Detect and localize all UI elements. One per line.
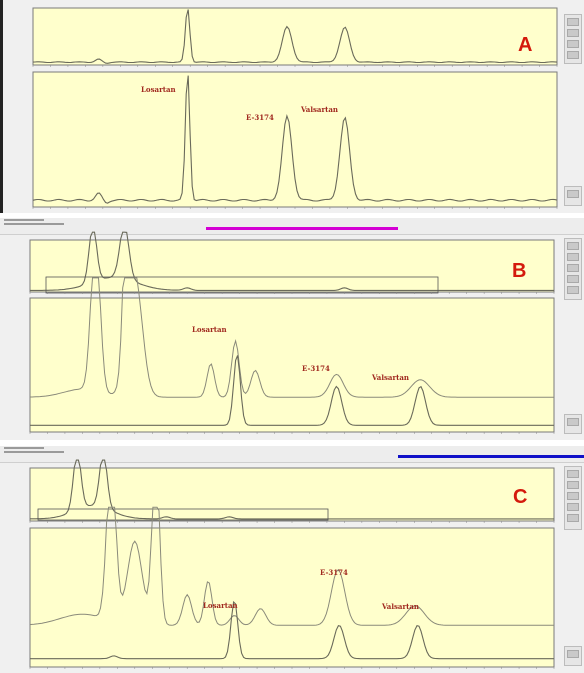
peak-label-valsartan: Valsartan bbox=[300, 105, 338, 114]
progress-line-c bbox=[398, 455, 584, 458]
toolbar-c bbox=[0, 446, 584, 463]
peak-label-valsartan: Valsartan bbox=[371, 373, 409, 382]
chromatogram-line bbox=[32, 9, 558, 64]
overview-trace-a bbox=[32, 9, 558, 64]
peak-label-losartan: Losartan bbox=[141, 85, 176, 94]
chromatogram-line bbox=[32, 75, 558, 204]
overview-line bbox=[30, 459, 554, 520]
main-plot-b bbox=[29, 297, 555, 433]
scroll-button-b[interactable] bbox=[564, 414, 582, 434]
axis-ticks-b bbox=[29, 292, 555, 434]
peak-label-valsartan: Valsartan bbox=[381, 602, 419, 611]
panel-letter-a: A bbox=[518, 34, 532, 56]
axis-ticks-a bbox=[32, 65, 558, 209]
panel-c: Losartan E-3174 Valsartan C bbox=[0, 446, 584, 673]
panel-b: Losartan E-3174 Valsartan B bbox=[0, 218, 584, 440]
overview-trace-b bbox=[30, 231, 554, 291]
control-palette-b[interactable] bbox=[564, 238, 582, 300]
main-trace-b bbox=[30, 277, 554, 426]
overview-trace-c bbox=[30, 459, 554, 520]
main-trace-c bbox=[29, 506, 554, 660]
peak-label-e3174: E-3174 bbox=[320, 568, 348, 577]
scroll-button-c[interactable] bbox=[564, 646, 582, 666]
main-plot-a bbox=[32, 71, 558, 208]
panel-a: Losartan E-3174 Valsartan A bbox=[0, 0, 584, 213]
zoom-selection-c[interactable] bbox=[37, 508, 329, 521]
lower-chromatogram bbox=[30, 355, 554, 426]
upper-chromatogram bbox=[29, 506, 554, 626]
zoom-selection-b[interactable] bbox=[45, 276, 439, 294]
overview-plot-a bbox=[32, 7, 558, 66]
panel-letter-b: B bbox=[512, 260, 526, 282]
upper-chromatogram bbox=[30, 277, 554, 398]
chart-c: Losartan E-3174 Valsartan C bbox=[29, 459, 555, 669]
scroll-button-a[interactable] bbox=[564, 186, 582, 206]
overview-plot-c bbox=[29, 467, 555, 522]
peak-label-losartan: Losartan bbox=[192, 325, 227, 334]
panel-letter-c: C bbox=[513, 486, 527, 508]
control-palette-a[interactable] bbox=[564, 14, 582, 64]
axis-ticks-c bbox=[29, 521, 555, 669]
peak-label-losartan: Losartan bbox=[203, 601, 238, 610]
main-plot-c bbox=[29, 527, 555, 668]
peak-label-e3174: E-3174 bbox=[302, 364, 330, 373]
overview-plot-b bbox=[29, 239, 555, 293]
progress-line-b bbox=[206, 227, 398, 230]
chart-a: Losartan E-3174 Valsartan A bbox=[32, 7, 558, 209]
peak-label-e3174: E-3174 bbox=[246, 113, 274, 122]
main-trace-a bbox=[32, 75, 558, 204]
control-palette-c[interactable] bbox=[564, 466, 582, 530]
lower-chromatogram bbox=[30, 600, 554, 660]
toolbar-b bbox=[0, 218, 584, 235]
chart-b: Losartan E-3174 Valsartan B bbox=[29, 231, 555, 434]
overview-line bbox=[30, 231, 554, 291]
